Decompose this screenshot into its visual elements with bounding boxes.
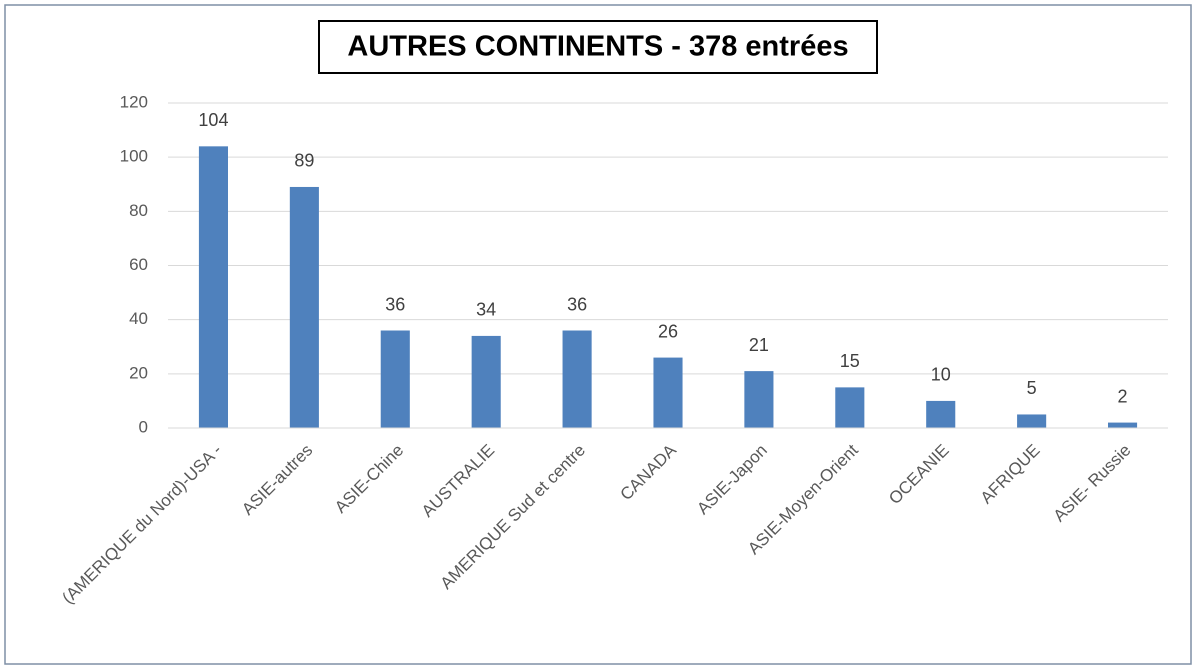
data-label: 34 xyxy=(476,300,496,320)
data-label: 36 xyxy=(567,294,587,314)
y-tick-label: 100 xyxy=(120,147,148,166)
bar xyxy=(653,357,683,428)
bar xyxy=(380,330,410,428)
data-label: 36 xyxy=(385,294,405,314)
data-label: 15 xyxy=(840,351,860,371)
chart-border xyxy=(4,4,1192,665)
bar xyxy=(926,400,956,428)
data-label: 10 xyxy=(931,365,951,385)
title-box xyxy=(318,20,878,74)
chart-title: AUTRES CONTINENTS - 378 entrées xyxy=(347,31,848,63)
bar xyxy=(1108,422,1138,428)
data-label: 104 xyxy=(198,110,228,130)
y-tick-label: 0 xyxy=(139,417,148,436)
data-label: 21 xyxy=(749,335,769,355)
data-label: 26 xyxy=(658,321,678,341)
bar xyxy=(1017,414,1047,428)
bar xyxy=(289,186,319,428)
bar xyxy=(471,335,501,428)
bar xyxy=(562,330,592,428)
data-label: 89 xyxy=(294,151,314,171)
data-label: 5 xyxy=(1027,378,1037,398)
y-tick-label: 40 xyxy=(129,309,148,328)
bar xyxy=(198,146,228,429)
data-label: 2 xyxy=(1118,386,1128,406)
y-tick-label: 20 xyxy=(129,363,148,382)
y-tick-label: 80 xyxy=(129,201,148,220)
y-tick-label: 60 xyxy=(129,255,148,274)
bar xyxy=(835,387,865,428)
y-tick-label: 120 xyxy=(120,92,148,111)
bar xyxy=(744,371,774,428)
